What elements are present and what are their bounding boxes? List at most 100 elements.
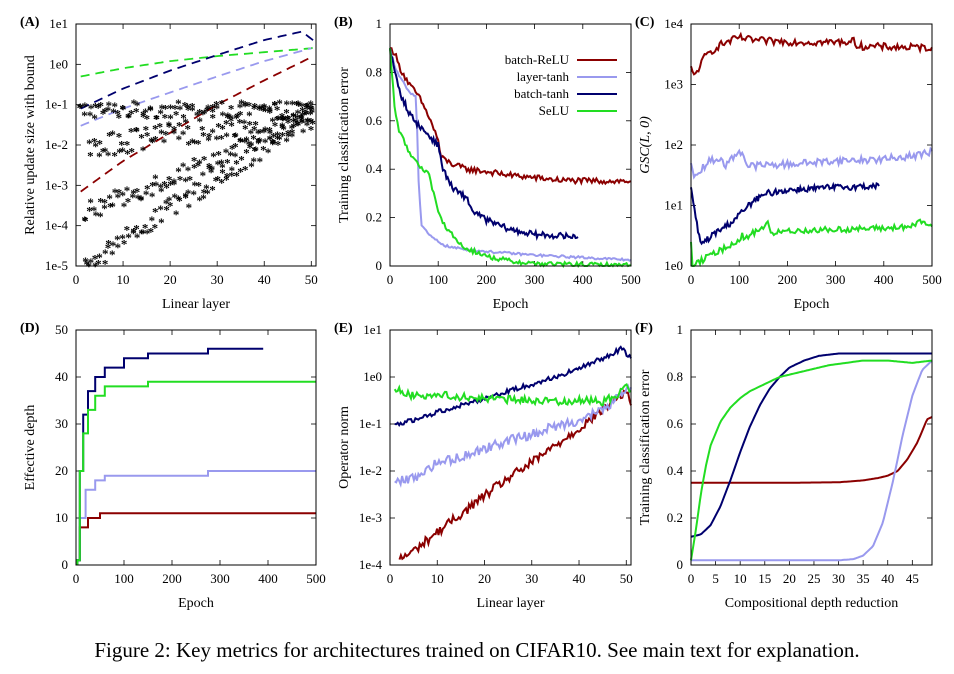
data-point: * (274, 131, 281, 146)
data-point: * (229, 163, 236, 178)
data-point: * (279, 120, 286, 135)
data-point: * (225, 109, 232, 124)
data-point: * (256, 134, 263, 149)
data-point: * (157, 180, 164, 195)
data-point: * (285, 113, 292, 128)
data-point: * (246, 108, 253, 123)
data-point: * (129, 190, 136, 205)
data-point: * (248, 159, 255, 174)
data-point: * (246, 98, 253, 113)
data-point: * (87, 108, 94, 123)
data-point: * (163, 202, 170, 217)
data-point: * (275, 112, 282, 127)
data-point: * (251, 102, 258, 117)
panel-label: (E) (334, 321, 353, 336)
data-point: * (148, 224, 155, 239)
data-point: * (303, 107, 310, 122)
x-tick-label: 15 (758, 571, 771, 586)
data-point: * (246, 137, 253, 152)
data-point: * (126, 110, 133, 125)
data-point: * (92, 252, 99, 267)
data-point: * (177, 172, 184, 187)
x-tick-label: 100 (114, 571, 134, 586)
data-point: * (204, 186, 211, 201)
legend-label: SeLU (539, 103, 570, 118)
data-point: * (308, 101, 315, 116)
data-point: * (191, 187, 198, 202)
x-tick-label: 20 (164, 272, 177, 287)
y-tick-label: 0.4 (667, 463, 684, 478)
data-point: * (110, 105, 117, 120)
y-axis-title: Training classification error (337, 67, 352, 223)
x-tick-label: 500 (306, 571, 326, 586)
data-point: * (147, 102, 154, 117)
panel-label: (A) (20, 15, 40, 30)
data-point: * (144, 128, 151, 143)
x-tick-label: 20 (783, 571, 796, 586)
data-point: * (262, 123, 269, 138)
data-point: * (167, 101, 174, 116)
data-point: * (219, 97, 226, 112)
y-tick-label: 1e-1 (45, 97, 68, 112)
data-point: * (209, 162, 216, 177)
data-point: * (232, 140, 239, 155)
data-point: * (109, 127, 116, 142)
y-tick-label: 1e0 (49, 56, 68, 71)
figure: 0 10 20 30 40 501e-51e-41e-31e-21e-11e01e1***… (20, 15, 942, 611)
data-point: * (87, 149, 94, 164)
series-line-layer-tanh (76, 470, 316, 565)
data-point: * (294, 111, 301, 126)
data-point: * (228, 102, 235, 117)
x-tick-label: 0 (73, 272, 80, 287)
data-point: * (176, 118, 183, 133)
data-point: * (134, 124, 141, 139)
x-tick-label: 45 (906, 571, 919, 586)
data-point: * (100, 107, 107, 122)
data-point: * (134, 184, 141, 199)
data-point: * (189, 103, 196, 118)
data-point: * (238, 153, 245, 168)
data-point: * (106, 191, 113, 206)
data-point: * (289, 126, 296, 141)
data-point: * (147, 103, 154, 118)
data-point: * (171, 122, 178, 137)
data-point: * (180, 127, 187, 142)
data-point: * (121, 236, 128, 251)
series-line-batch-relu (398, 389, 632, 561)
data-point: * (152, 132, 159, 147)
data-point: * (163, 196, 170, 211)
data-point: * (299, 115, 306, 130)
y-tick-label: 1e1 (664, 198, 683, 213)
data-point: * (102, 246, 109, 261)
data-point: * (128, 107, 135, 122)
data-point: * (261, 125, 268, 140)
data-point: * (196, 105, 203, 120)
data-point: * (191, 160, 198, 175)
data-point: * (274, 112, 281, 127)
data-point: * (158, 126, 165, 141)
y-tick-label: 1e-2 (359, 463, 382, 478)
y-tick-label: 1e-1 (359, 416, 382, 431)
data-point: * (91, 203, 98, 218)
data-point: * (201, 186, 208, 201)
data-point: * (102, 257, 109, 272)
y-tick-label: 0.2 (366, 210, 382, 225)
data-point: * (308, 115, 315, 130)
data-point: * (243, 133, 250, 148)
data-point: * (191, 153, 198, 168)
data-point: * (124, 137, 131, 152)
data-point: * (233, 157, 240, 172)
series-line-batch-tanh (394, 345, 632, 427)
data-point: * (308, 102, 315, 117)
data-point: * (223, 117, 230, 132)
data-point: * (251, 144, 258, 159)
data-point: * (167, 111, 174, 126)
data-point: * (214, 101, 221, 116)
data-point: * (157, 120, 164, 135)
data-point: * (173, 107, 180, 122)
series-line-batch-relu (690, 31, 933, 76)
x-tick-label: 100 (729, 272, 749, 287)
data-point: * (189, 135, 196, 150)
x-tick-label: 500 (621, 272, 641, 287)
x-axis-title: Linear layer (476, 596, 544, 611)
